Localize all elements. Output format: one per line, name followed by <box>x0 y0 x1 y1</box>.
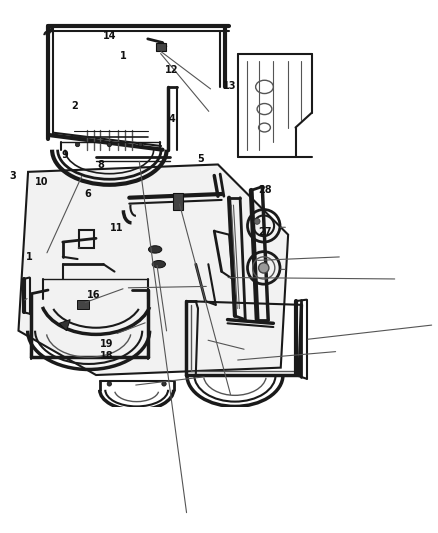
Circle shape <box>258 263 269 273</box>
Text: 3: 3 <box>10 172 16 181</box>
Text: 16: 16 <box>87 289 101 300</box>
Text: 13: 13 <box>223 81 237 91</box>
Text: 4: 4 <box>168 115 175 124</box>
Text: 11: 11 <box>110 223 123 232</box>
FancyBboxPatch shape <box>156 43 166 51</box>
Ellipse shape <box>152 261 166 268</box>
Text: 2: 2 <box>71 101 78 110</box>
FancyBboxPatch shape <box>77 301 89 309</box>
Circle shape <box>138 142 143 147</box>
Polygon shape <box>59 320 70 330</box>
Text: 6: 6 <box>84 189 91 199</box>
Text: 10: 10 <box>35 177 49 187</box>
Ellipse shape <box>148 246 162 253</box>
Circle shape <box>254 219 260 224</box>
Circle shape <box>107 382 112 386</box>
Text: 14: 14 <box>103 31 117 41</box>
Text: 8: 8 <box>97 159 104 169</box>
Text: 12: 12 <box>165 65 178 75</box>
Circle shape <box>75 142 80 147</box>
Text: 28: 28 <box>258 185 272 195</box>
Circle shape <box>107 142 112 147</box>
Text: 1: 1 <box>120 51 126 61</box>
Text: 18: 18 <box>100 351 113 361</box>
Text: 19: 19 <box>100 339 113 349</box>
Polygon shape <box>18 165 288 375</box>
Circle shape <box>162 382 166 386</box>
Text: 9: 9 <box>61 150 68 160</box>
FancyBboxPatch shape <box>173 193 183 209</box>
Text: 27: 27 <box>258 227 272 237</box>
Text: 1: 1 <box>26 252 32 262</box>
Text: 5: 5 <box>197 154 204 164</box>
